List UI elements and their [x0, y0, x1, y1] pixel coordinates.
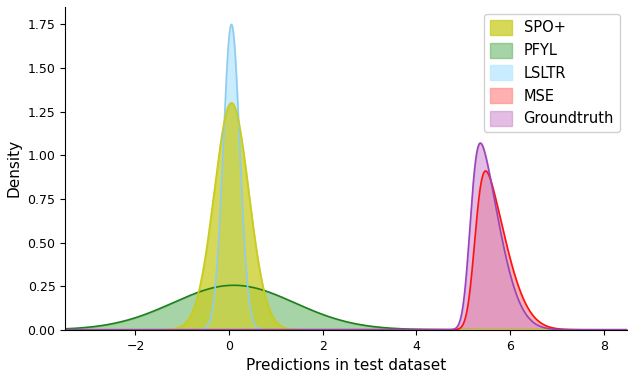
X-axis label: Predictions in test dataset: Predictions in test dataset — [246, 358, 446, 373]
Y-axis label: Density: Density — [7, 139, 22, 198]
Legend: SPO+, PFYL, LSLTR, MSE, Groundtruth: SPO+, PFYL, LSLTR, MSE, Groundtruth — [484, 14, 620, 132]
